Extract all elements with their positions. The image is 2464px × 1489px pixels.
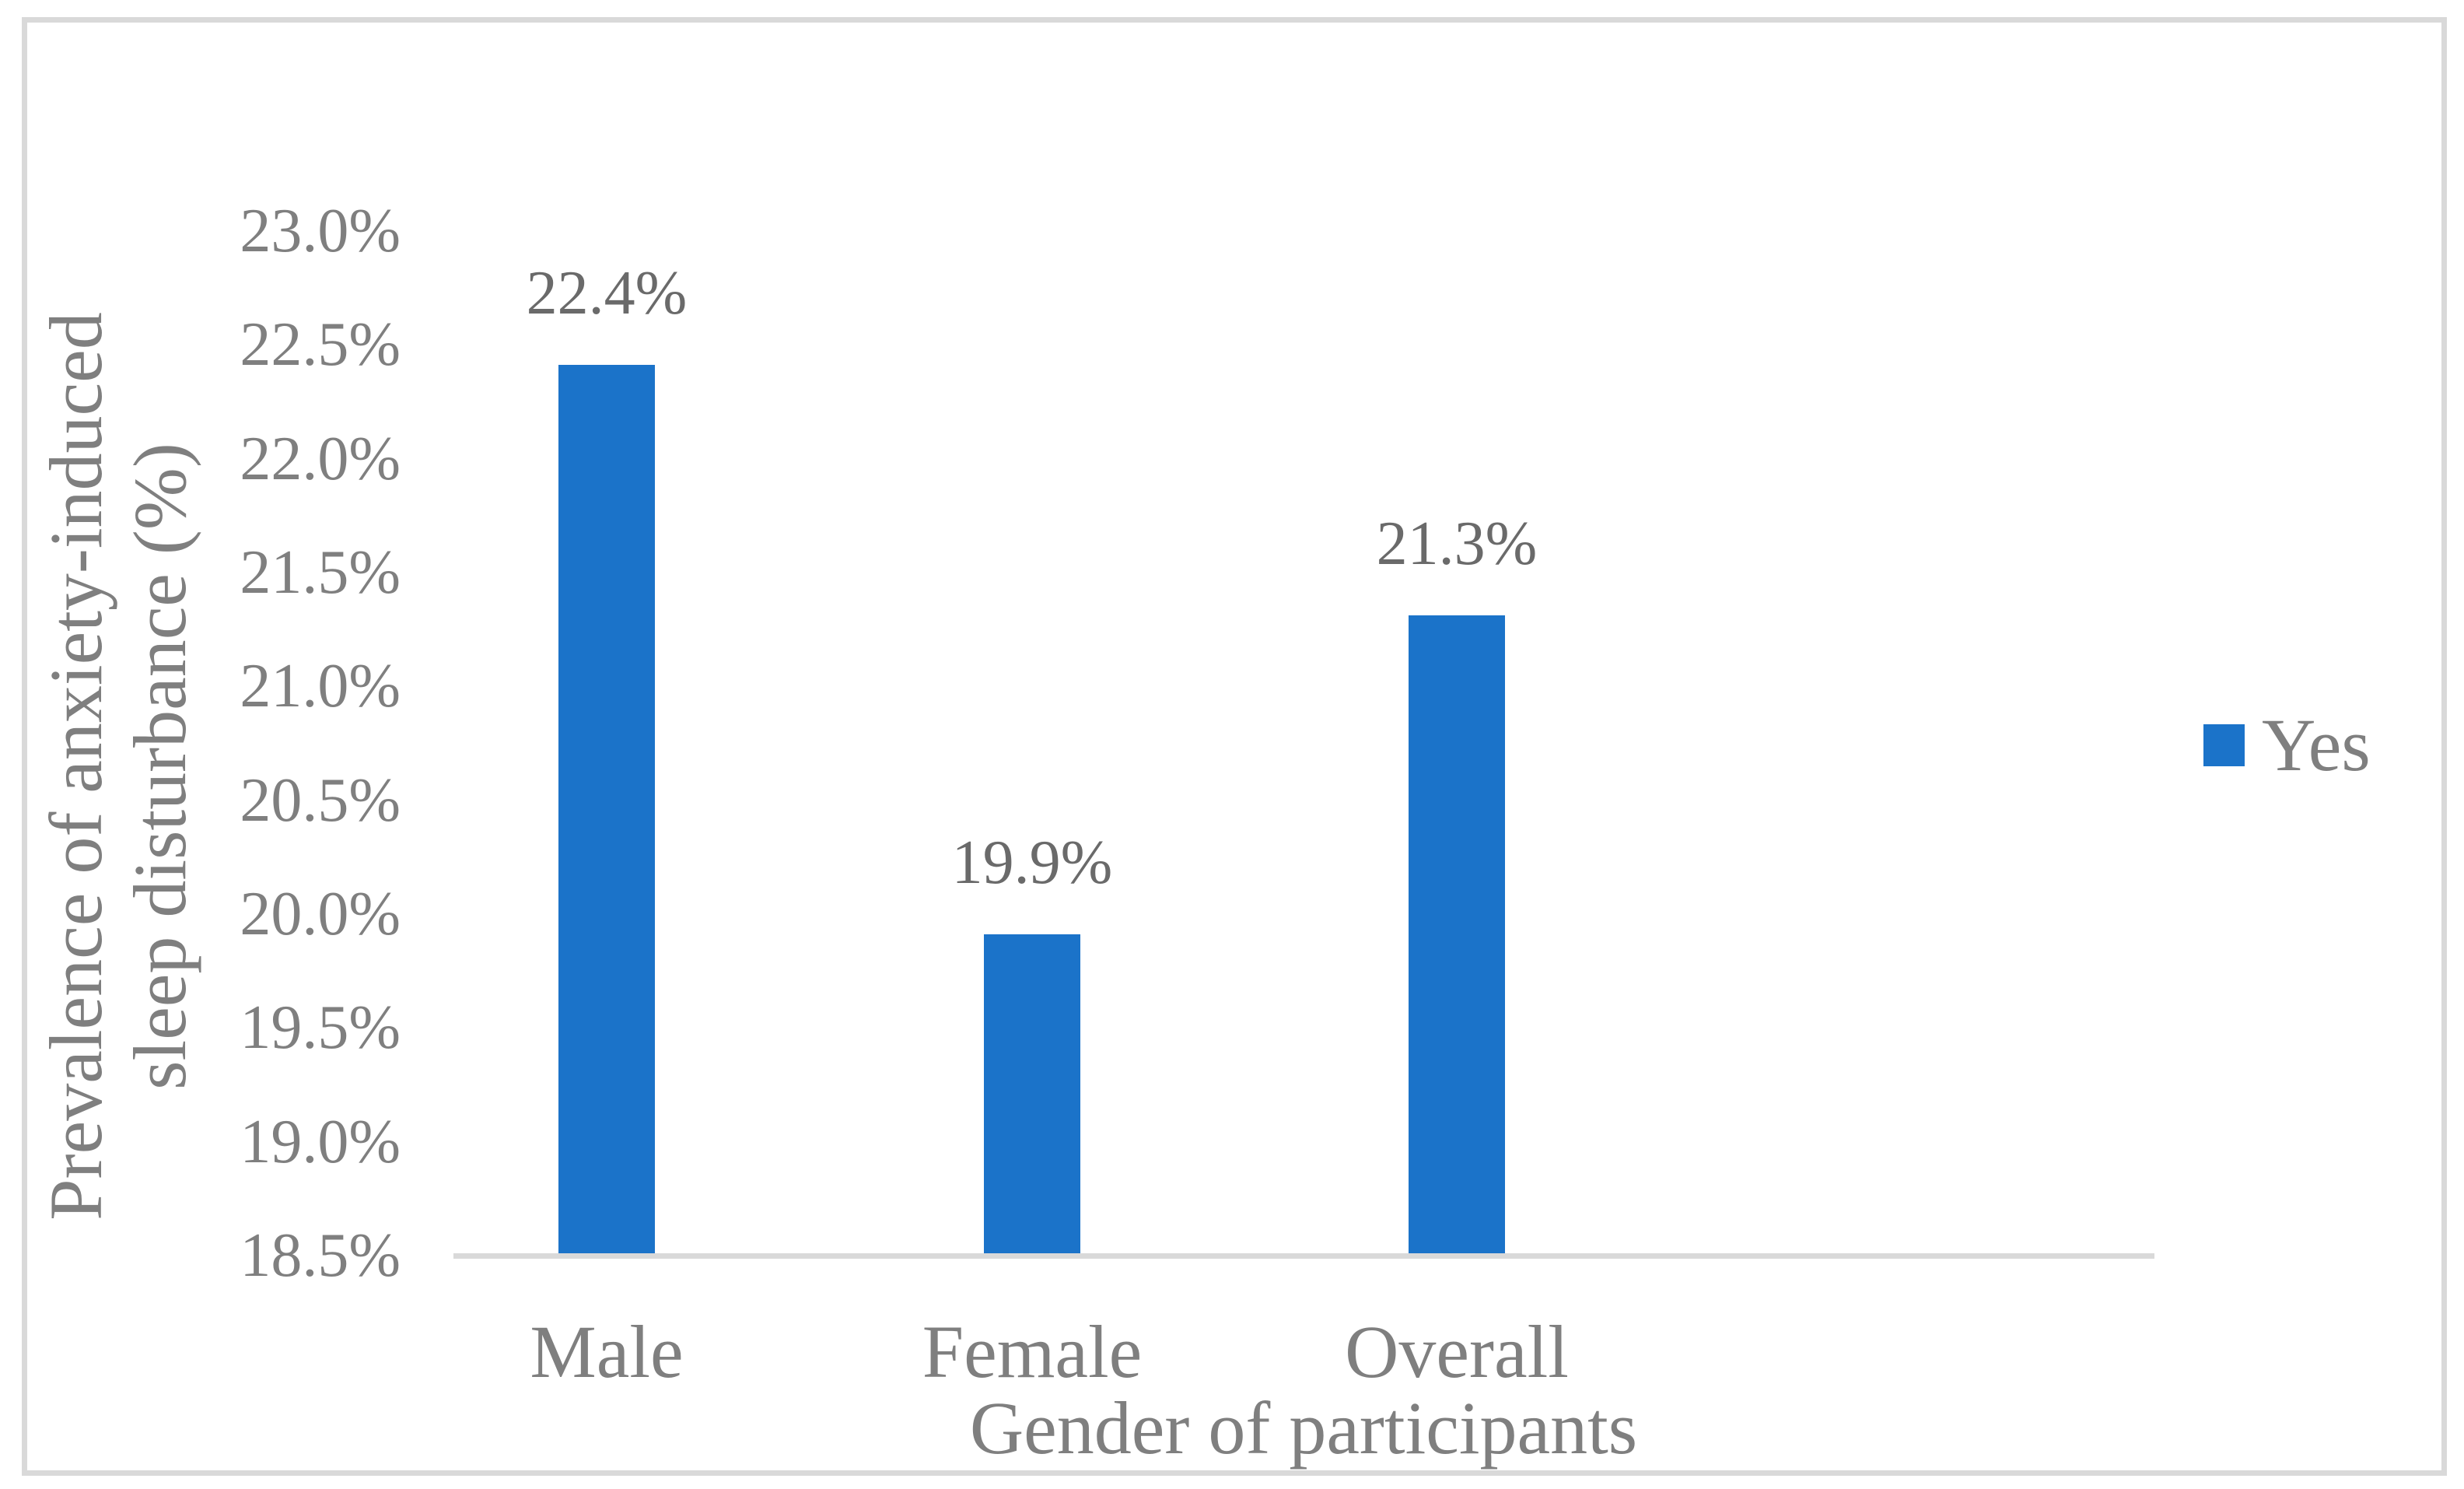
bar-overall xyxy=(1409,615,1505,1253)
y-axis-tick-label: 22.0% xyxy=(240,424,401,493)
y-axis-tick-label: 23.0% xyxy=(240,196,401,265)
y-axis-tick-label: 18.5% xyxy=(240,1221,401,1290)
legend-label: Yes xyxy=(2262,703,2371,787)
y-axis-tick-label: 22.5% xyxy=(240,310,401,380)
y-axis-tick-label: 20.0% xyxy=(240,879,401,948)
bar-male xyxy=(558,365,655,1253)
x-axis-title: Gender of participants xyxy=(969,1386,1638,1470)
data-label-female: 19.9% xyxy=(951,829,1113,898)
legend: Yes xyxy=(2203,706,2371,784)
x-category-label-female: Female xyxy=(922,1310,1143,1393)
y-axis-tick-label: 21.0% xyxy=(240,652,401,721)
x-category-label-overall: Overall xyxy=(1345,1310,1569,1393)
data-label-overall: 21.3% xyxy=(1376,510,1538,579)
x-category-label-male: Male xyxy=(530,1310,684,1393)
y-axis-tick-label: 20.5% xyxy=(240,766,401,835)
y-axis-tick-label: 19.5% xyxy=(240,993,401,1063)
data-label-male: 22.4% xyxy=(526,259,688,328)
chart-border-frame xyxy=(22,17,2447,1476)
x-axis-line xyxy=(453,1253,2154,1259)
legend-swatch-yes-icon xyxy=(2203,724,2245,766)
bar-female xyxy=(984,934,1080,1253)
y-axis-tick-label: 19.0% xyxy=(240,1107,401,1176)
y-axis-title-line-1: Prevalence of anxiety-induced xyxy=(34,312,117,1221)
y-axis-tick-label: 21.5% xyxy=(240,538,401,607)
